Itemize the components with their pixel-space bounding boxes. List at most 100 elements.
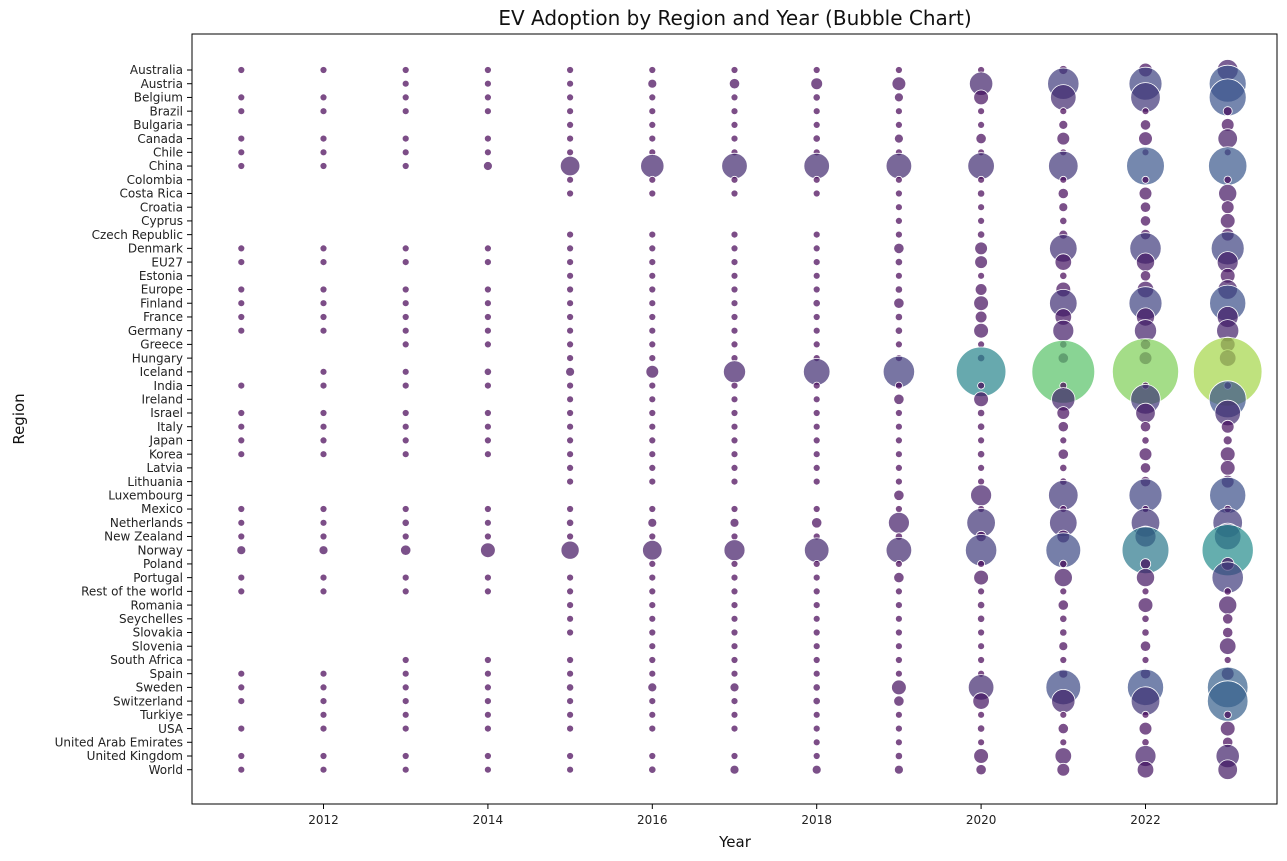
bubble-point — [974, 310, 988, 324]
bubble-point — [977, 203, 985, 212]
bubble-point — [976, 724, 986, 733]
bubble-point — [893, 242, 905, 254]
bubble-point — [648, 697, 657, 705]
bubble-point — [401, 683, 410, 692]
bubble-point — [1136, 568, 1156, 588]
bubble-point — [895, 656, 903, 664]
bubble-point — [237, 505, 246, 513]
bubble-point — [648, 450, 657, 459]
bubble-point — [1141, 436, 1150, 445]
bubble-point — [730, 505, 739, 513]
y-tick-label: Croatia — [140, 200, 183, 214]
bubble-point — [1057, 421, 1069, 433]
bubble-point — [812, 505, 821, 513]
bubble-point — [895, 422, 903, 431]
bubble-point — [729, 517, 740, 528]
bubble-point — [730, 724, 739, 733]
bubble-point — [648, 381, 657, 390]
bubble-point — [1059, 587, 1068, 596]
bubble-point — [1059, 436, 1068, 445]
bubble-point — [483, 134, 492, 143]
bubble-point — [483, 148, 492, 157]
bubble-point — [483, 381, 492, 390]
bubble-point — [1059, 628, 1068, 637]
y-tick-label: Sweden — [136, 681, 183, 695]
bubble-point — [723, 539, 746, 562]
bubble-point — [566, 710, 574, 719]
y-tick-label: China — [149, 159, 183, 173]
bubble-point — [812, 601, 821, 609]
bubble-point — [812, 656, 821, 664]
bubble-point — [1058, 120, 1069, 130]
bubble-point — [730, 450, 739, 459]
bubble-point — [566, 724, 574, 733]
bubble-point — [648, 463, 657, 472]
bubble-point — [895, 189, 903, 198]
bubble-point — [730, 258, 739, 267]
bubble-point — [1223, 175, 1232, 184]
bubble-point — [401, 765, 410, 774]
bubble-point — [401, 134, 410, 143]
bubble-point — [400, 544, 412, 556]
bubble-point — [1054, 253, 1073, 271]
bubble-point — [566, 175, 574, 184]
y-tick-label: EU27 — [151, 255, 183, 269]
bubble-point — [565, 366, 575, 377]
bubble-point — [895, 340, 903, 349]
bubble-point — [812, 66, 821, 74]
bubble-point — [812, 642, 821, 651]
bubble-point — [319, 587, 328, 596]
bubble-point — [730, 560, 739, 568]
bubble-point — [401, 450, 410, 459]
bubble-point — [972, 692, 990, 710]
bubble-point — [566, 436, 574, 445]
bubble-point — [975, 764, 987, 776]
bubble-point — [895, 477, 903, 486]
bubble-point — [1138, 721, 1153, 736]
bubble-point — [648, 560, 657, 568]
bubble-point — [895, 271, 903, 280]
bubble-point — [237, 313, 246, 321]
bubble-point — [977, 477, 985, 486]
y-tick-label: South Africa — [110, 653, 183, 667]
y-tick-label: Greece — [140, 338, 183, 352]
y-tick-label: Portugal — [133, 571, 183, 585]
bubble-point — [237, 683, 246, 692]
bubble-point — [812, 710, 821, 719]
bubble-point — [1138, 447, 1153, 462]
bubble-point — [895, 560, 903, 568]
bubble-point — [730, 395, 739, 404]
x-tick-label: 2018 — [801, 813, 832, 827]
bubble-point — [730, 463, 739, 472]
bubble-point — [811, 517, 823, 529]
y-tick-label: Turkiye — [139, 708, 183, 722]
bubble-point — [812, 258, 821, 267]
bubble-point — [730, 175, 739, 184]
bubble-point — [1059, 107, 1068, 116]
bubble-point — [803, 358, 831, 386]
bubble-point — [1136, 252, 1156, 272]
bubble-point — [977, 216, 985, 225]
bubble-point — [1222, 435, 1233, 446]
bubble-point — [566, 271, 574, 280]
bubble-point — [566, 79, 574, 88]
bubble-point — [647, 682, 658, 693]
bubble-point — [483, 505, 492, 513]
bubble-point — [812, 669, 821, 678]
bubble-point — [973, 89, 989, 106]
y-tick-label: Slovenia — [132, 639, 183, 653]
bubble-point — [566, 601, 574, 609]
bubble-point — [566, 326, 574, 335]
bubble-point — [812, 696, 821, 706]
bubble-point — [319, 285, 328, 294]
bubble-point — [566, 121, 574, 129]
bubble-point — [319, 93, 328, 102]
bubble-point — [483, 79, 492, 88]
bubble-point — [1219, 460, 1236, 476]
bubble-point — [729, 682, 740, 693]
bubble-point — [319, 422, 328, 431]
bubble-point — [566, 354, 574, 363]
y-tick-label: New Zealand — [104, 530, 183, 544]
bubble-point — [566, 505, 574, 513]
bubble-point — [1223, 587, 1232, 596]
